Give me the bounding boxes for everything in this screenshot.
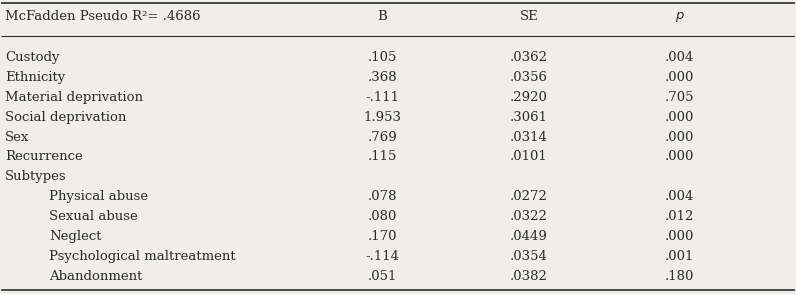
Text: .078: .078 [368, 190, 397, 203]
Text: .0362: .0362 [510, 51, 548, 64]
Text: SE: SE [520, 10, 538, 23]
Text: .080: .080 [368, 210, 397, 223]
Text: .0356: .0356 [510, 71, 548, 84]
Text: Subtypes: Subtypes [6, 170, 67, 183]
Text: Sex: Sex [6, 131, 29, 143]
Text: $p$: $p$ [675, 10, 685, 24]
Text: .115: .115 [368, 151, 397, 163]
Text: Physical abuse: Physical abuse [49, 190, 148, 203]
Text: Material deprivation: Material deprivation [6, 91, 143, 104]
Text: .2920: .2920 [510, 91, 548, 104]
Text: McFadden Pseudo R²= .4686: McFadden Pseudo R²= .4686 [6, 10, 201, 23]
Text: 1.953: 1.953 [363, 111, 401, 124]
Text: .3061: .3061 [510, 111, 548, 124]
Text: .368: .368 [367, 71, 397, 84]
Text: B: B [377, 10, 387, 23]
Text: .705: .705 [665, 91, 694, 104]
Text: Psychological maltreatment: Psychological maltreatment [49, 250, 236, 263]
Text: Sexual abuse: Sexual abuse [49, 210, 138, 223]
Text: .000: .000 [665, 111, 694, 124]
Text: .0322: .0322 [510, 210, 548, 223]
Text: .001: .001 [665, 250, 694, 263]
Text: Custody: Custody [6, 51, 60, 64]
Text: .000: .000 [665, 151, 694, 163]
Text: .000: .000 [665, 71, 694, 84]
Text: .0314: .0314 [510, 131, 548, 143]
Text: .170: .170 [368, 230, 397, 243]
Text: .051: .051 [368, 270, 397, 283]
Text: .0101: .0101 [510, 151, 548, 163]
Text: Abandonment: Abandonment [49, 270, 142, 283]
Text: .0272: .0272 [510, 190, 548, 203]
Text: -.111: -.111 [365, 91, 399, 104]
Text: -.114: -.114 [365, 250, 399, 263]
Text: Social deprivation: Social deprivation [6, 111, 127, 124]
Text: .180: .180 [665, 270, 694, 283]
Text: .004: .004 [665, 190, 694, 203]
Text: Recurrence: Recurrence [6, 151, 83, 163]
Text: .004: .004 [665, 51, 694, 64]
Text: .012: .012 [665, 210, 694, 223]
Text: .0382: .0382 [510, 270, 548, 283]
Text: .0354: .0354 [510, 250, 548, 263]
Text: .769: .769 [367, 131, 397, 143]
Text: .000: .000 [665, 131, 694, 143]
Text: .105: .105 [368, 51, 397, 64]
Text: Ethnicity: Ethnicity [6, 71, 65, 84]
Text: .0449: .0449 [510, 230, 548, 243]
Text: Neglect: Neglect [49, 230, 101, 243]
Text: .000: .000 [665, 230, 694, 243]
